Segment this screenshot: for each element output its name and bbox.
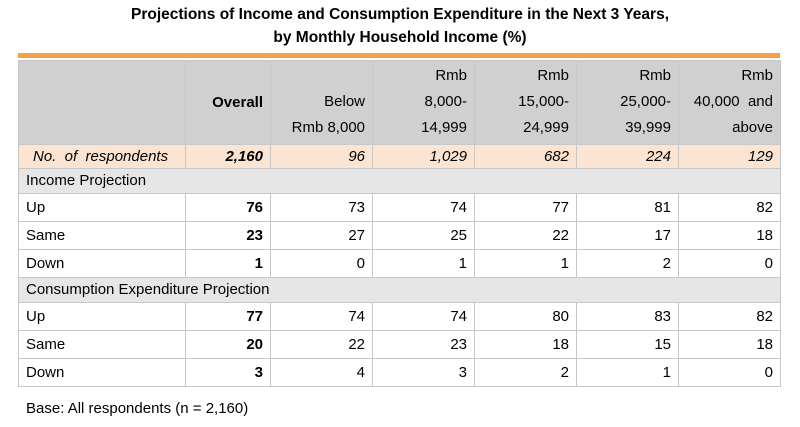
- cell-overall: 3: [185, 358, 271, 387]
- header-line1: Rmb: [639, 67, 671, 84]
- respondents-value: 1,029: [372, 144, 475, 169]
- respondents-row: No. of respondents 2,160 96 1,029 682 22…: [18, 144, 781, 169]
- cell-overall: 76: [185, 193, 271, 222]
- row-label: Down: [18, 249, 186, 278]
- cell-overall: 1: [185, 249, 271, 278]
- table-cell: 25: [372, 221, 475, 250]
- section-title: Consumption Expenditure Projection: [18, 277, 781, 303]
- table-cell: 82: [678, 193, 781, 222]
- respondents-value: 682: [474, 144, 577, 169]
- table-cell: 23: [372, 330, 475, 359]
- cell-overall: 77: [185, 302, 271, 331]
- header-line3: Rmb 8,000: [291, 119, 365, 136]
- header-line1: Rmb: [537, 67, 569, 84]
- header-line3: 24,999: [523, 119, 569, 136]
- row-label: Same: [18, 330, 186, 359]
- table-cell: 27: [270, 221, 373, 250]
- table-cell: 1: [372, 249, 475, 278]
- table-cell: 17: [576, 221, 679, 250]
- cell-overall: 23: [185, 221, 271, 250]
- header-row: Overall Below Rmb 8,000 Rmb 8,000- 14,999 R…: [18, 60, 781, 145]
- chart-title-line-1: Projections of Income and Consumption Ex…: [130, 6, 669, 23]
- table-cell: 18: [474, 330, 577, 359]
- header-line3: above: [732, 119, 773, 136]
- header-line1: [278, 63, 365, 89]
- header-line1: Rmb: [741, 67, 773, 84]
- table-cell: 1: [576, 358, 679, 387]
- table-cell: 15: [576, 330, 679, 359]
- header-25000-39999: Rmb 25,000- 39,999: [576, 60, 679, 145]
- table-cell: 77: [474, 193, 577, 222]
- header-15000-24999: Rmb 15,000- 24,999: [474, 60, 577, 145]
- section-header-consumption: Consumption Expenditure Projection: [18, 277, 781, 303]
- header-overall-label: Overall: [212, 93, 263, 111]
- table-cell: 18: [678, 221, 781, 250]
- table-cell: 22: [474, 221, 577, 250]
- table-cell: 4: [270, 358, 373, 387]
- respondents-value: 96: [270, 144, 373, 169]
- cell-overall: 20: [185, 330, 271, 359]
- table-cell: 22: [270, 330, 373, 359]
- table-cell: 1: [474, 249, 577, 278]
- table-cell: 3: [372, 358, 475, 387]
- respondents-label: No. of respondents: [18, 144, 186, 169]
- section-title: Income Projection: [18, 168, 781, 194]
- table-cell: 74: [372, 193, 475, 222]
- header-line2: 40,000 and: [693, 93, 773, 110]
- table-cell: 18: [678, 330, 781, 359]
- table-cell: 74: [372, 302, 475, 331]
- header-line3: 14,999: [421, 119, 467, 136]
- table-cell: 81: [576, 193, 679, 222]
- header-40000-above: Rmb 40,000 and above: [678, 60, 781, 145]
- row-label: Same: [18, 221, 186, 250]
- table-cell: 0: [678, 358, 781, 387]
- table-row: Same 23 27 25 22 17 18: [18, 221, 781, 250]
- footnote-base: Base: All respondents (n = 2,160): [26, 400, 249, 417]
- table-cell: 83: [576, 302, 679, 331]
- table-cell: 73: [270, 193, 373, 222]
- table-row: Up 76 73 74 77 81 82: [18, 193, 781, 222]
- header-line2: Below: [324, 93, 365, 110]
- table-cell: 82: [678, 302, 781, 331]
- projection-table: Overall Below Rmb 8,000 Rmb 8,000- 14,999 R…: [18, 60, 781, 387]
- header-line2: 25,000-: [620, 93, 671, 110]
- table-row: Same 20 22 23 18 15 18: [18, 330, 781, 359]
- table-row: Down 1 0 1 1 2 0: [18, 249, 781, 278]
- respondents-value: 224: [576, 144, 679, 169]
- header-line2: 8,000-: [424, 93, 467, 110]
- table-cell: 0: [270, 249, 373, 278]
- table-cell: 74: [270, 302, 373, 331]
- table-cell: 80: [474, 302, 577, 331]
- header-label-cell: [18, 60, 186, 145]
- row-label: Up: [18, 302, 186, 331]
- row-label: Up: [18, 193, 186, 222]
- header-line3: 39,999: [625, 119, 671, 136]
- header-below-8000: Below Rmb 8,000: [270, 60, 373, 145]
- respondents-overall: 2,160: [185, 144, 271, 169]
- table-cell: 0: [678, 249, 781, 278]
- respondents-value: 129: [678, 144, 781, 169]
- orange-accent-rule: [18, 53, 780, 58]
- header-8000-14999: Rmb 8,000- 14,999: [372, 60, 475, 145]
- row-label: Down: [18, 358, 186, 387]
- header-line1: Rmb: [435, 67, 467, 84]
- chart-title-line-2: by Monthly Household Income (%): [273, 29, 527, 46]
- table-cell: 2: [474, 358, 577, 387]
- header-overall: Overall: [185, 60, 271, 145]
- header-line2: 15,000-: [518, 93, 569, 110]
- table-row: Up 77 74 74 80 83 82: [18, 302, 781, 331]
- table-row: Down 3 4 3 2 1 0: [18, 358, 781, 387]
- table-cell: 2: [576, 249, 679, 278]
- section-header-income: Income Projection: [18, 168, 781, 194]
